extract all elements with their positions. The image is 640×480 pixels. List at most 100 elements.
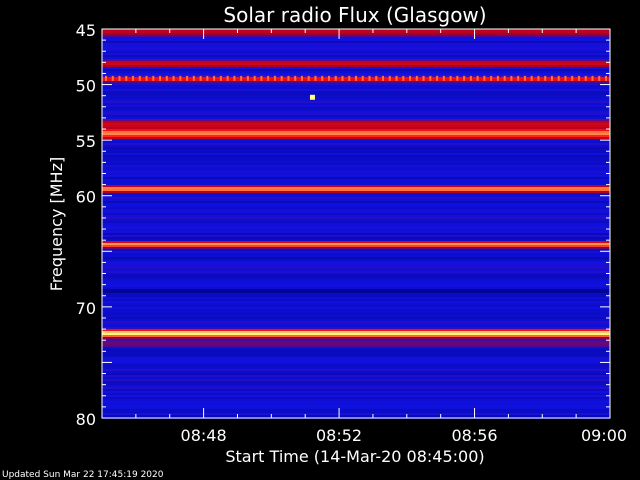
- spectrum-row: [102, 353, 610, 355]
- spectrum-row: [102, 283, 610, 285]
- spectrum-row: [102, 391, 610, 393]
- spectrum-row: [102, 155, 610, 157]
- spike-mark: [246, 75, 249, 81]
- spectrum-row: [102, 343, 610, 345]
- x-tick-label: 08:56: [451, 426, 497, 445]
- spectrum-row: [102, 49, 610, 51]
- spectrum-row: [102, 89, 610, 91]
- spectrum-row: [102, 177, 610, 179]
- spectrum-row: [102, 207, 610, 209]
- spectrum-row: [102, 43, 610, 45]
- spike-mark: [199, 75, 202, 81]
- spike-mark: [165, 75, 168, 81]
- spectrum-row: [102, 151, 610, 153]
- spectrum-row: [102, 265, 610, 267]
- spectrum-row: [102, 243, 610, 245]
- spectrum-row: [102, 255, 610, 257]
- spectrum-row: [102, 327, 610, 329]
- spectrum-row: [102, 109, 610, 111]
- spectrum-row: [102, 257, 610, 259]
- spectrum-row: [102, 213, 610, 215]
- spike-mark: [530, 75, 533, 81]
- spectrum-row: [102, 87, 610, 89]
- spectrum-row: [102, 141, 610, 143]
- spectrum-row: [102, 97, 610, 99]
- spectrum-row: [102, 121, 610, 123]
- spectrum-row: [102, 403, 610, 405]
- spike-mark: [132, 75, 135, 81]
- spectrum-row: [102, 95, 610, 97]
- spike-mark: [409, 75, 412, 81]
- spike-mark: [388, 75, 391, 81]
- spike-mark: [172, 75, 175, 81]
- spike-mark: [436, 75, 439, 81]
- spectrum-row: [102, 203, 610, 205]
- burst-point: [309, 94, 315, 100]
- spectrum-row: [102, 181, 610, 183]
- chart-title: Solar radio Flux (Glasgow): [223, 3, 486, 27]
- spectrum-row: [102, 401, 610, 403]
- spike-mark: [125, 75, 128, 81]
- spike-mark: [341, 75, 344, 81]
- spectrum-row: [102, 279, 610, 281]
- spectrum-row: [102, 145, 610, 147]
- spike-mark: [422, 75, 425, 81]
- spike-mark: [253, 75, 256, 81]
- y-tick-label: 55: [76, 132, 96, 151]
- spike-mark: [267, 75, 270, 81]
- spectrum-row: [102, 393, 610, 395]
- spectrum-row: [102, 93, 610, 95]
- spike-mark: [456, 75, 459, 81]
- spectrum-row: [102, 319, 610, 321]
- spike-mark: [260, 75, 263, 81]
- spike-mark: [598, 75, 601, 81]
- spectrum-row: [102, 339, 610, 341]
- spike-mark: [510, 75, 513, 81]
- spectrum-row: [102, 123, 610, 125]
- spectrum-row: [102, 67, 610, 69]
- spectrum-row: [102, 191, 610, 193]
- spectrum-row: [102, 293, 610, 295]
- spectrum-row: [102, 31, 610, 33]
- spike-mark: [442, 75, 445, 81]
- spectrum-row: [102, 35, 610, 37]
- spectrum-row: [102, 347, 610, 349]
- x-tick-label: 09:00: [581, 426, 627, 445]
- spike-mark: [605, 75, 607, 81]
- spectrum-row: [102, 37, 610, 39]
- spectrum-row: [102, 405, 610, 407]
- spike-mark: [219, 75, 222, 81]
- spectrum-row: [102, 81, 610, 83]
- spectrum-row: [102, 55, 610, 57]
- spectrum-row: [102, 227, 610, 229]
- spectrum-row: [102, 223, 610, 225]
- y-tick-label: 70: [76, 299, 96, 318]
- plot-frame: [101, 28, 611, 419]
- y-axis-label: Frequency [MHz]: [47, 157, 66, 291]
- spectrum-row: [102, 341, 610, 343]
- spectrum-row: [102, 241, 610, 243]
- spectrum-row: [102, 129, 610, 131]
- spike-mark: [327, 75, 330, 81]
- spectrum-row: [102, 147, 610, 149]
- spectrum-row: [102, 229, 610, 231]
- spectrum-row: [102, 125, 610, 127]
- spike-mark: [523, 75, 526, 81]
- spectrum-row: [102, 113, 610, 115]
- spectrum-row: [102, 305, 610, 307]
- spectrum-row: [102, 365, 610, 367]
- spectrum-row: [102, 239, 610, 241]
- spectrum-row: [102, 91, 610, 93]
- spike-mark: [105, 75, 107, 81]
- spectrum-row: [102, 135, 610, 137]
- spectrum-row: [102, 351, 610, 353]
- spectrum-row: [102, 245, 610, 247]
- spectrum-row: [102, 157, 610, 159]
- spike-mark: [564, 75, 567, 81]
- spectrum-row: [102, 169, 610, 171]
- spectrum-row: [102, 289, 610, 291]
- spectrum-row: [102, 153, 610, 155]
- spectrum-row: [102, 337, 610, 339]
- spectrum-row: [102, 53, 610, 55]
